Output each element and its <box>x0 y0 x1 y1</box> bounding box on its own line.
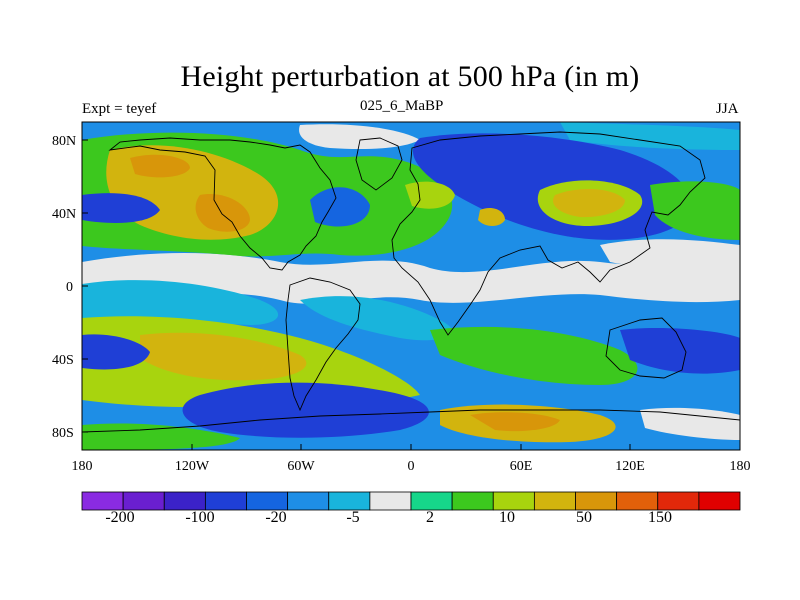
pacific-low <box>82 193 160 223</box>
lon-tick-label: 120E <box>615 459 645 474</box>
lat-tick-label: 80N <box>52 134 76 149</box>
colorbar-swatch <box>287 491 330 511</box>
colorbar-tick-label: -200 <box>105 509 134 526</box>
colorbar-tick-label: 2 <box>426 509 434 526</box>
eurasia-africa-outline <box>391 131 706 336</box>
lat-tick-label: 40S <box>52 353 74 368</box>
colorbar-swatch <box>616 491 659 511</box>
colorbar-swatch <box>122 491 165 511</box>
south-indian-high-core <box>470 412 560 432</box>
period-label: 025_6_MaBP <box>360 98 444 114</box>
eurasia-high-core <box>552 188 625 218</box>
colorbar <box>81 491 741 511</box>
colorbar-swatch <box>328 491 371 511</box>
mediterranean-high <box>405 181 455 209</box>
colorbar-swatch <box>410 491 453 511</box>
caspian-high <box>478 208 505 226</box>
colorbar-swatch <box>451 491 494 511</box>
colorbar-swatch <box>204 491 247 511</box>
mid-atlantic-low-patch <box>300 296 453 341</box>
east-asia-neutral <box>600 239 740 271</box>
colorbar-labels: -200 -100 -20 -5 2 10 50 150 <box>105 509 672 526</box>
colorbar-tick-label: -20 <box>265 509 286 526</box>
southern-trough-east <box>620 327 740 374</box>
southern-green-band <box>430 326 638 385</box>
south-america-outline <box>285 277 361 412</box>
lat-tick-label: 0 <box>66 280 73 295</box>
australia-outline <box>605 317 687 379</box>
antarctic-neutral <box>640 407 740 440</box>
arctic-low-patch <box>560 122 740 150</box>
west-pacific-green <box>650 181 740 240</box>
lat-tick-label: 80S <box>52 426 74 441</box>
lon-tick-label: 0 <box>408 459 415 474</box>
season-label: JJA <box>716 101 739 117</box>
greenland-outline <box>355 137 403 191</box>
coastlines <box>82 131 740 433</box>
lat-axis: 80N 40N 0 40S 80S <box>52 134 88 441</box>
colorbar-tick-label: -5 <box>346 509 359 526</box>
lon-tick-label: 60E <box>510 459 533 474</box>
colorbar-swatch <box>657 491 700 511</box>
antarctic-green <box>82 423 240 450</box>
lat-tick-label: 40N <box>52 207 76 222</box>
colorbar-swatch <box>533 491 576 511</box>
southern-trough-west <box>82 334 150 370</box>
colorbar-swatch <box>163 491 206 511</box>
lon-tick-label: 180 <box>72 459 93 474</box>
lon-tick-label: 180 <box>730 459 751 474</box>
colorbar-swatch <box>246 491 289 511</box>
south-pacific-high <box>140 332 307 381</box>
southern-trough <box>182 382 429 438</box>
contour-field <box>82 122 740 450</box>
experiment-label: Expt = teyef <box>82 101 157 117</box>
colorbar-swatch <box>492 491 535 511</box>
antarctica-outline <box>82 409 740 433</box>
colorbar-tick-label: 150 <box>648 509 672 526</box>
north-america-outline <box>108 137 337 271</box>
colorbar-swatch <box>698 491 741 511</box>
colorbar-tick-label: 10 <box>499 509 515 526</box>
equatorial-low-patch <box>82 280 279 325</box>
colorbar-swatch <box>369 491 412 511</box>
lon-tick-label: 120W <box>175 459 210 474</box>
map-title: Height perturbation at 500 hPa (in m) <box>180 60 640 93</box>
lon-axis: 180 120W 60W 0 60E 120E 180 <box>72 444 751 474</box>
north-pacific-high-core <box>130 154 190 178</box>
colorbar-tick-label: 50 <box>576 509 592 526</box>
colorbar-tick-label: -100 <box>185 509 214 526</box>
colorbar-swatch <box>81 491 124 511</box>
near-zero-band <box>82 253 740 304</box>
arctic-neutral-patch <box>299 124 420 150</box>
lon-tick-label: 60W <box>287 459 315 474</box>
north-america-high-core <box>195 194 250 232</box>
colorbar-swatch <box>575 491 618 511</box>
